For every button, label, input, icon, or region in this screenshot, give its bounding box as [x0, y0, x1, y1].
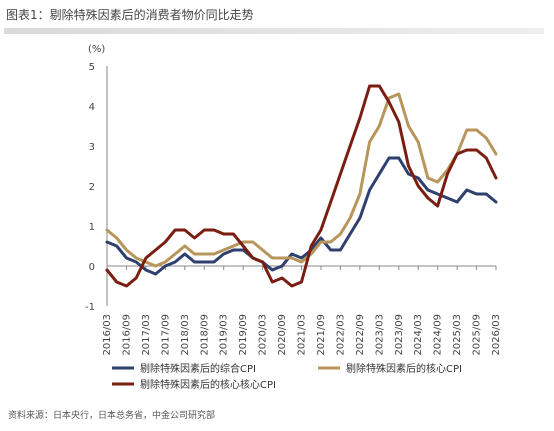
x-tick-label: 2022/03: [335, 314, 346, 356]
series-line-1: [105, 92, 498, 268]
legend-label: 剔除特殊因素后的核心核心CPI: [140, 378, 276, 391]
y-tick-label: 5: [89, 62, 95, 73]
series-line-0: [105, 156, 498, 276]
legend-label: 剔除特殊因素后的综合CPI: [140, 362, 256, 375]
y-tick-label: 3: [89, 142, 95, 153]
x-tick-label: 2017/09: [160, 314, 171, 356]
x-tick-label: 2016/03: [102, 314, 113, 356]
legend-label: 剔除特殊因素后的核心CPI: [346, 362, 462, 375]
series-lines: [105, 84, 498, 288]
chart-title: 图表1：剔除特殊因素后的消费者物价同比走势: [6, 8, 254, 22]
x-tick-label: 2025/09: [472, 314, 483, 356]
x-tick-label: 2023/03: [374, 314, 385, 356]
x-tick-label: 2017/03: [141, 314, 152, 356]
x-tick-label: 2023/09: [394, 314, 405, 356]
x-tick-label: 2022/09: [355, 314, 366, 356]
y-tick-label: 4: [89, 102, 95, 113]
x-tick-label: 2019/09: [238, 314, 249, 356]
y-tick-label: 2: [89, 182, 95, 193]
x-tick-label: 2021/09: [316, 314, 327, 356]
x-axis-ticks: 2016/03 2016/09 2017/03 2017/09 2018/03 2018/…: [102, 266, 502, 356]
x-tick-label: 2018/09: [199, 314, 210, 356]
x-tick-label: 2024/03: [413, 314, 424, 356]
y-tick-label: 0: [89, 262, 95, 273]
x-tick-label: 2020/03: [258, 314, 269, 356]
x-tick-label: 2020/09: [277, 314, 288, 356]
x-tick-label: 2019/03: [219, 314, 230, 356]
legend: 剔除特殊因素后的综合CPI 剔除特殊因素后的核心CPI 剔除特殊因素后的核心核心CP…: [112, 362, 462, 391]
x-tick-label: 2024/09: [433, 314, 444, 356]
y-unit-label: (%): [88, 44, 105, 55]
title-divider: [4, 28, 544, 34]
series-line-2: [105, 84, 498, 288]
x-tick-label: 2025/03: [452, 314, 463, 356]
y-tick-label: -1: [85, 302, 95, 313]
x-tick-label: 2016/09: [121, 314, 132, 356]
x-tick-label: 2021/03: [297, 314, 308, 356]
y-tick-label: 1: [89, 222, 95, 233]
x-tick-label: 2026/03: [491, 314, 502, 356]
y-axis-ticks: 5 4 3 2 1 0 -1: [85, 62, 95, 313]
x-tick-label: 2018/03: [180, 314, 191, 356]
source-note: 资料来源：日本央行，日本总务省，中金公司研究部: [8, 411, 216, 421]
